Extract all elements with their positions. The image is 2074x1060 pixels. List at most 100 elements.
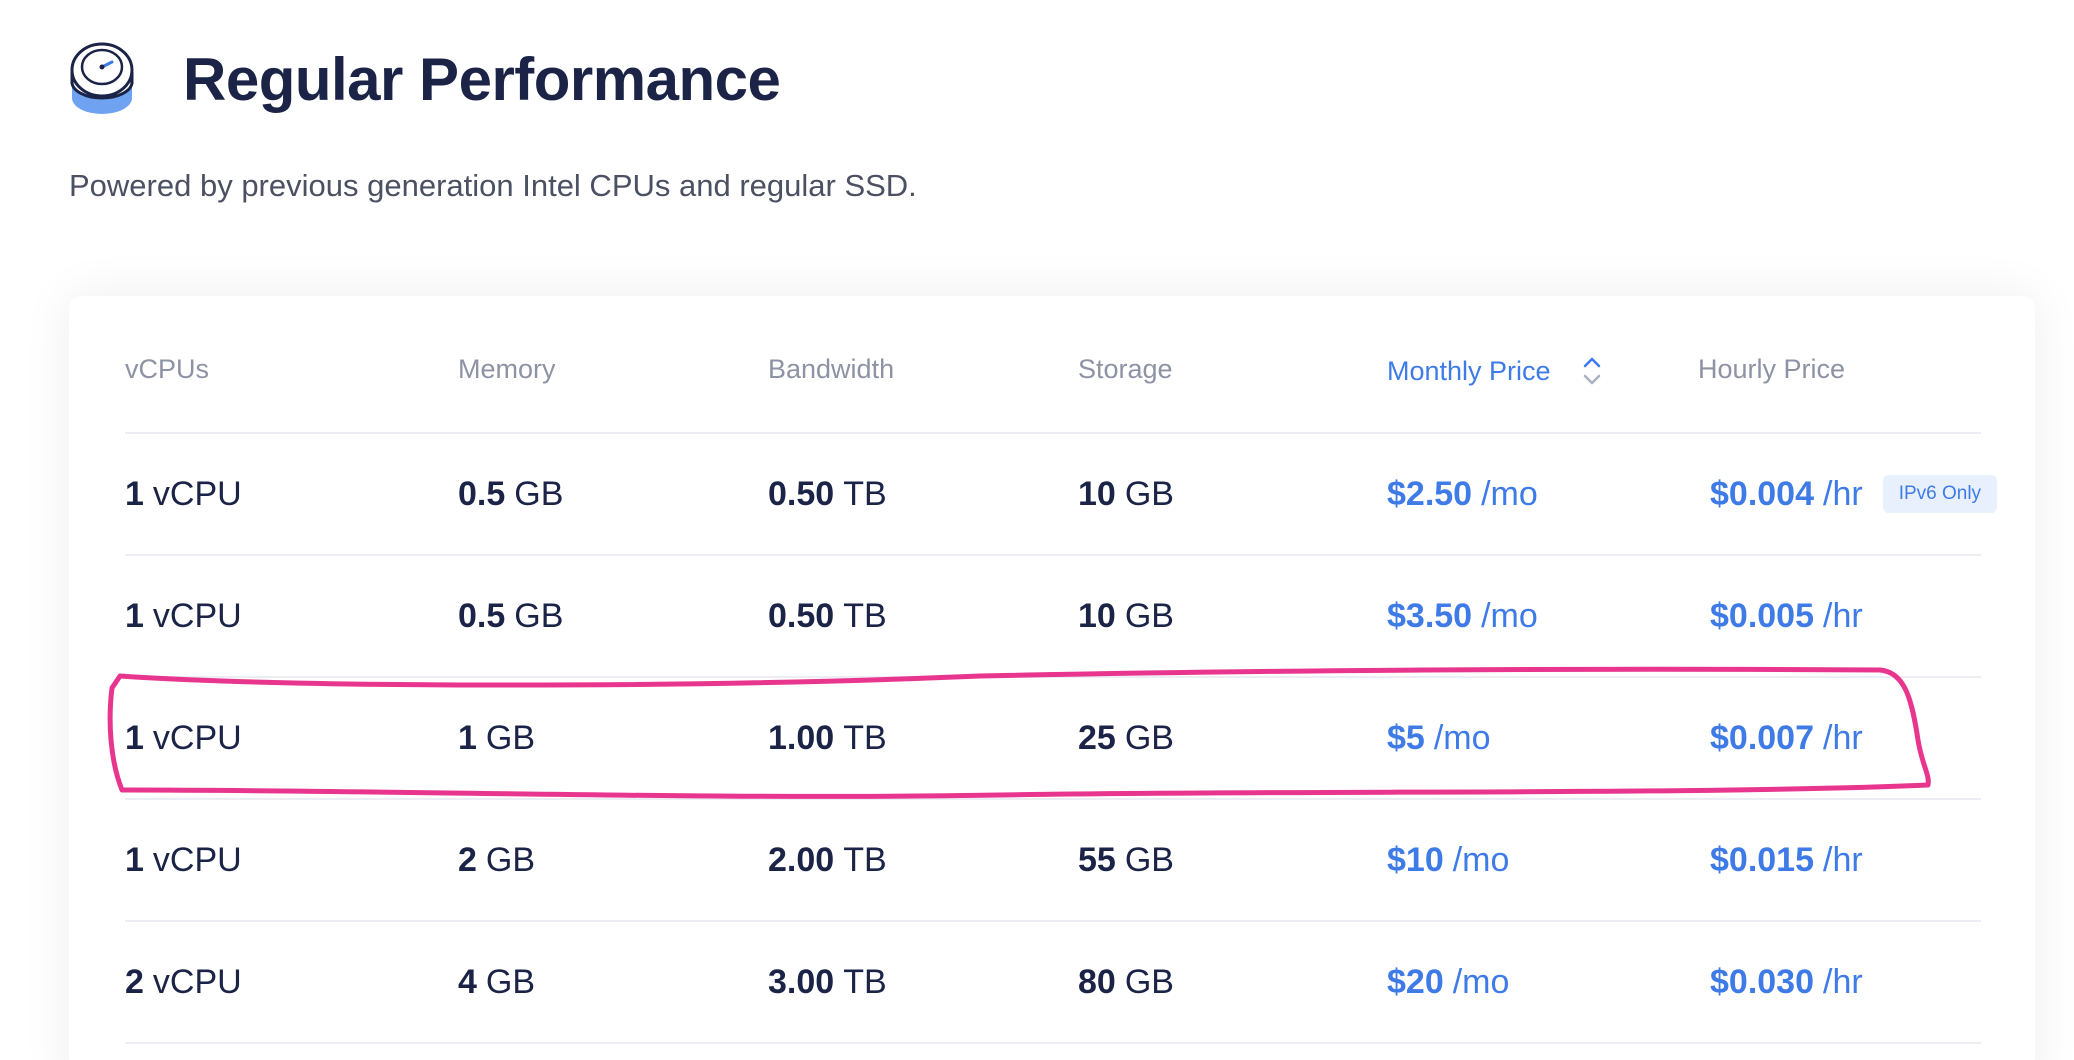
bandwidth-cell-value: 3.00 bbox=[768, 962, 835, 1001]
memory-cell: 0.5 GB bbox=[458, 556, 563, 676]
hourly-price-cell: $0.005/hr bbox=[1710, 556, 1863, 676]
storage-cell-unit: GB bbox=[1124, 474, 1174, 513]
monthly-price-cell: $3.50/mo bbox=[1387, 556, 1538, 676]
storage-cell: 10 GB bbox=[1078, 434, 1174, 554]
vcpu-cell-value: 1 bbox=[125, 840, 144, 879]
bandwidth-cell-unit: TB bbox=[843, 962, 887, 1001]
hourly-price-cell-value: $0.005 bbox=[1710, 596, 1814, 635]
monthly-price-cell-value: $10 bbox=[1387, 840, 1444, 879]
vcpu-cell: 1 vCPU bbox=[125, 678, 242, 798]
bandwidth-cell-value: 2.00 bbox=[768, 840, 835, 879]
hourly-price-cell-value: $0.007 bbox=[1710, 718, 1814, 757]
vcpu-cell: 1 vCPU bbox=[125, 800, 242, 920]
table-body: 1 vCPU 0.5 GB 0.50 TB 10 GB $2.50/mo $0.004/hr IPv… bbox=[125, 434, 1998, 1044]
storage-cell-unit: GB bbox=[1124, 962, 1174, 1001]
bandwidth-cell-unit: TB bbox=[843, 596, 887, 635]
bandwidth-cell: 0.50 TB bbox=[768, 556, 887, 676]
storage-cell: 10 GB bbox=[1078, 556, 1174, 676]
table-row[interactable]: 1 vCPU 0.5 GB 0.50 TB 10 GB $2.50/mo $0.004/hr IPv… bbox=[125, 434, 1998, 556]
vcpu-cell: 1 vCPU bbox=[125, 556, 242, 676]
column-header-hourly-price[interactable]: Hourly Price bbox=[1698, 354, 1846, 384]
storage-cell-value: 55 bbox=[1078, 840, 1116, 879]
column-header-monthly-price-label: Monthly Price bbox=[1387, 355, 1551, 386]
storage-cell: 80 GB bbox=[1078, 922, 1174, 1042]
column-header-bandwidth[interactable]: Bandwidth bbox=[768, 354, 895, 384]
monthly-price-cell: $2.50/mo bbox=[1387, 434, 1538, 554]
table-row[interactable]: 1 vCPU 0.5 GB 0.50 TB 10 GB $3.50/mo $0.005/hr bbox=[125, 556, 1981, 678]
pricing-card: vCPUs Memory Bandwidth Storage Monthly P… bbox=[69, 296, 2035, 1060]
hourly-price-cell: $0.030/hr bbox=[1710, 922, 1863, 1042]
bandwidth-cell-unit: TB bbox=[843, 474, 887, 513]
monthly-price-cell-unit: /mo bbox=[1452, 840, 1510, 879]
storage-cell-value: 10 bbox=[1078, 596, 1116, 635]
ipv6-only-badge: IPv6 Only bbox=[1882, 475, 1998, 513]
bandwidth-cell: 2.00 TB bbox=[768, 800, 887, 920]
storage-cell: 55 GB bbox=[1078, 800, 1174, 920]
storage-cell-value: 10 bbox=[1078, 474, 1116, 513]
monthly-price-cell-unit: /mo bbox=[1433, 718, 1491, 757]
bandwidth-cell: 3.00 TB bbox=[768, 922, 887, 1042]
bandwidth-cell-unit: TB bbox=[843, 718, 887, 757]
memory-cell-unit: GB bbox=[514, 474, 564, 513]
monthly-price-cell: $20/mo bbox=[1387, 922, 1509, 1042]
table-header: vCPUs Memory Bandwidth Storage Monthly P… bbox=[125, 296, 1981, 434]
memory-cell-value: 1 bbox=[458, 718, 477, 757]
vcpu-cell-unit: vCPU bbox=[152, 596, 242, 635]
hourly-price-cell: $0.007/hr bbox=[1710, 678, 1863, 798]
memory-cell-value: 0.5 bbox=[458, 596, 506, 635]
table-row[interactable]: 1 vCPU 2 GB 2.00 TB 55 GB $10/mo $0.015/hr bbox=[125, 800, 1981, 922]
vcpu-cell: 1 vCPU bbox=[125, 434, 242, 554]
monthly-price-cell-unit: /mo bbox=[1452, 962, 1510, 1001]
memory-cell: 4 GB bbox=[458, 922, 535, 1042]
vcpu-cell-unit: vCPU bbox=[152, 962, 242, 1001]
hourly-price-cell-value: $0.030 bbox=[1710, 962, 1814, 1001]
sort-icon[interactable] bbox=[1581, 354, 1603, 388]
table-row[interactable]: 1 vCPU 1 GB 1.00 TB 25 GB $5/mo $0.007/hr bbox=[125, 678, 1981, 800]
storage-cell-value: 80 bbox=[1078, 962, 1116, 1001]
speed-gauge-icon bbox=[70, 42, 134, 114]
memory-cell-unit: GB bbox=[514, 596, 564, 635]
vcpu-cell: 2 vCPU bbox=[125, 922, 242, 1042]
hourly-price-cell: $0.004/hr IPv6 Only bbox=[1710, 434, 1998, 554]
vcpu-cell-unit: vCPU bbox=[152, 840, 242, 879]
memory-cell-unit: GB bbox=[485, 718, 536, 757]
bandwidth-cell-value: 0.50 bbox=[768, 596, 835, 635]
plan-header: Regular Performance bbox=[69, 40, 781, 120]
bandwidth-cell: 1.00 TB bbox=[768, 678, 887, 798]
vcpu-cell-unit: vCPU bbox=[152, 718, 242, 757]
hourly-price-cell: $0.015/hr bbox=[1710, 800, 1863, 920]
bandwidth-cell: 0.50 TB bbox=[768, 434, 887, 554]
hourly-price-cell-unit: /hr bbox=[1823, 474, 1863, 513]
hourly-price-cell-unit: /hr bbox=[1823, 596, 1863, 635]
hourly-price-cell-unit: /hr bbox=[1823, 962, 1863, 1001]
vcpu-cell-value: 2 bbox=[125, 962, 144, 1001]
hourly-price-cell-value: $0.004 bbox=[1710, 474, 1814, 513]
memory-cell-value: 2 bbox=[458, 840, 477, 879]
vcpu-cell-value: 1 bbox=[125, 474, 144, 513]
monthly-price-cell-unit: /mo bbox=[1481, 596, 1538, 635]
bandwidth-cell-value: 1.00 bbox=[768, 718, 835, 757]
vcpu-cell-value: 1 bbox=[125, 596, 144, 635]
monthly-price-cell: $10/mo bbox=[1387, 800, 1509, 920]
page-title: Regular Performance bbox=[183, 46, 781, 113]
memory-cell: 0.5 GB bbox=[458, 434, 563, 554]
memory-cell-value: 0.5 bbox=[458, 474, 506, 513]
memory-cell-unit: GB bbox=[485, 962, 536, 1001]
column-header-vcpus[interactable]: vCPUs bbox=[125, 354, 210, 384]
storage-cell-unit: GB bbox=[1124, 840, 1174, 879]
storage-cell-unit: GB bbox=[1124, 596, 1174, 635]
column-header-memory[interactable]: Memory bbox=[458, 354, 556, 384]
column-header-storage[interactable]: Storage bbox=[1078, 354, 1173, 384]
column-header-monthly-price[interactable]: Monthly Price bbox=[1387, 354, 1603, 388]
page-subtitle: Powered by previous generation Intel CPU… bbox=[69, 168, 917, 203]
table-row[interactable]: 2 vCPU 4 GB 3.00 TB 80 GB $20/mo $0.030/hr bbox=[125, 922, 1981, 1044]
storage-cell: 25 GB bbox=[1078, 678, 1174, 798]
monthly-price-cell-unit: /mo bbox=[1481, 474, 1538, 513]
storage-cell-value: 25 bbox=[1078, 718, 1116, 757]
memory-cell-unit: GB bbox=[485, 840, 536, 879]
vcpu-cell-unit: vCPU bbox=[152, 474, 242, 513]
monthly-price-cell-value: $5 bbox=[1387, 718, 1425, 757]
storage-cell-unit: GB bbox=[1124, 718, 1174, 757]
monthly-price-cell-value: $20 bbox=[1387, 962, 1444, 1001]
